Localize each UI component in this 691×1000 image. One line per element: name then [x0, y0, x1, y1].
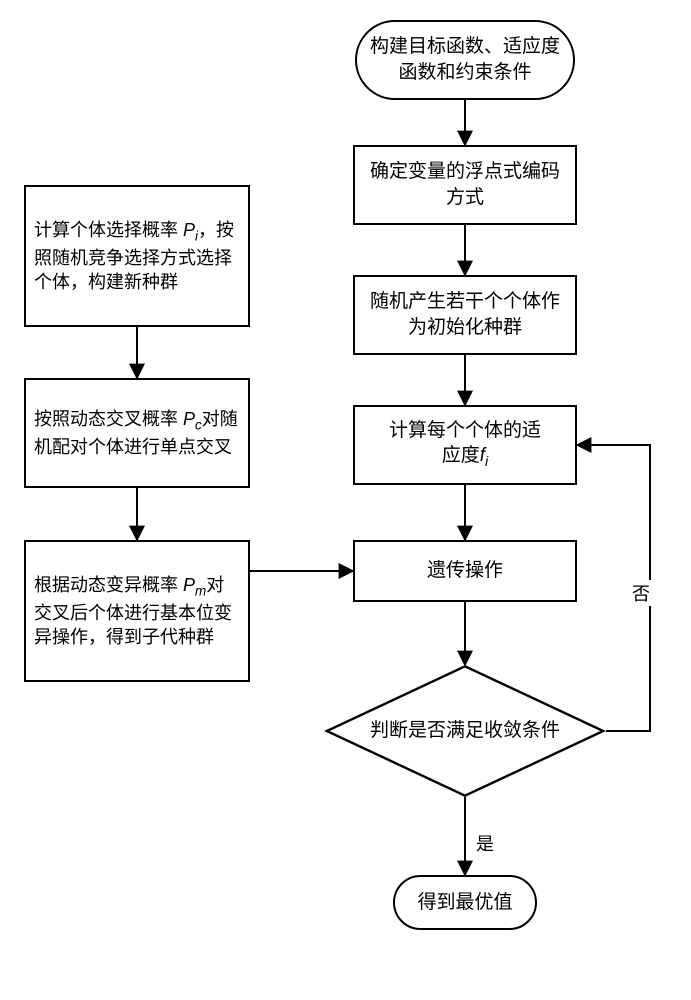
encoding-step: 确定变量的浮点式编码方式	[353, 145, 577, 225]
start-terminal: 构建目标函数、适应度函数和约束条件	[355, 20, 575, 100]
flowchart-canvas: 构建目标函数、适应度函数和约束条件 确定变量的浮点式编码方式 随机产生若干个个体…	[0, 0, 691, 1000]
decision-text: 判断是否满足收敛条件	[324, 665, 606, 797]
yes-label: 是	[474, 830, 496, 856]
init-text: 随机产生若干个个体作为初始化种群	[363, 289, 567, 340]
end-terminal: 得到最优值	[393, 875, 537, 930]
mutation-text: 根据动态变异概率 Pm对交叉后个体进行基本位变异操作，得到子代种群	[34, 573, 240, 649]
crossover-text: 按照动态交叉概率 Pc对随机配对个体进行单点交叉	[34, 407, 240, 459]
start-text: 构建目标函数、适应度函数和约束条件	[365, 34, 565, 85]
fitness-text: 计算每个个体的适 应度fi	[389, 418, 541, 473]
fitness-step: 计算每个个体的适 应度fi	[353, 405, 577, 485]
mutation-step: 根据动态变异概率 Pm对交叉后个体进行基本位变异操作，得到子代种群	[24, 540, 250, 682]
ga-text: 遗传操作	[427, 558, 503, 584]
init-population-step: 随机产生若干个个体作为初始化种群	[353, 275, 577, 355]
end-text: 得到最优值	[417, 890, 512, 916]
no-label: 否	[630, 580, 652, 606]
decision-converge: 判断是否满足收敛条件	[324, 665, 606, 797]
selection-text: 计算个体选择概率 Pi，按照随机竞争选择方式选择个体，构建新种群	[34, 218, 240, 294]
selection-step: 计算个体选择概率 Pi，按照随机竞争选择方式选择个体，构建新种群	[24, 185, 250, 327]
crossover-step: 按照动态交叉概率 Pc对随机配对个体进行单点交叉	[24, 378, 250, 488]
genetic-op-step: 遗传操作	[353, 540, 577, 602]
arrows-layer	[0, 0, 691, 1000]
encoding-text: 确定变量的浮点式编码方式	[363, 159, 567, 210]
